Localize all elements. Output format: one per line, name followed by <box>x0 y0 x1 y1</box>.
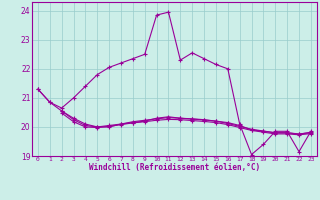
X-axis label: Windchill (Refroidissement éolien,°C): Windchill (Refroidissement éolien,°C) <box>89 163 260 172</box>
